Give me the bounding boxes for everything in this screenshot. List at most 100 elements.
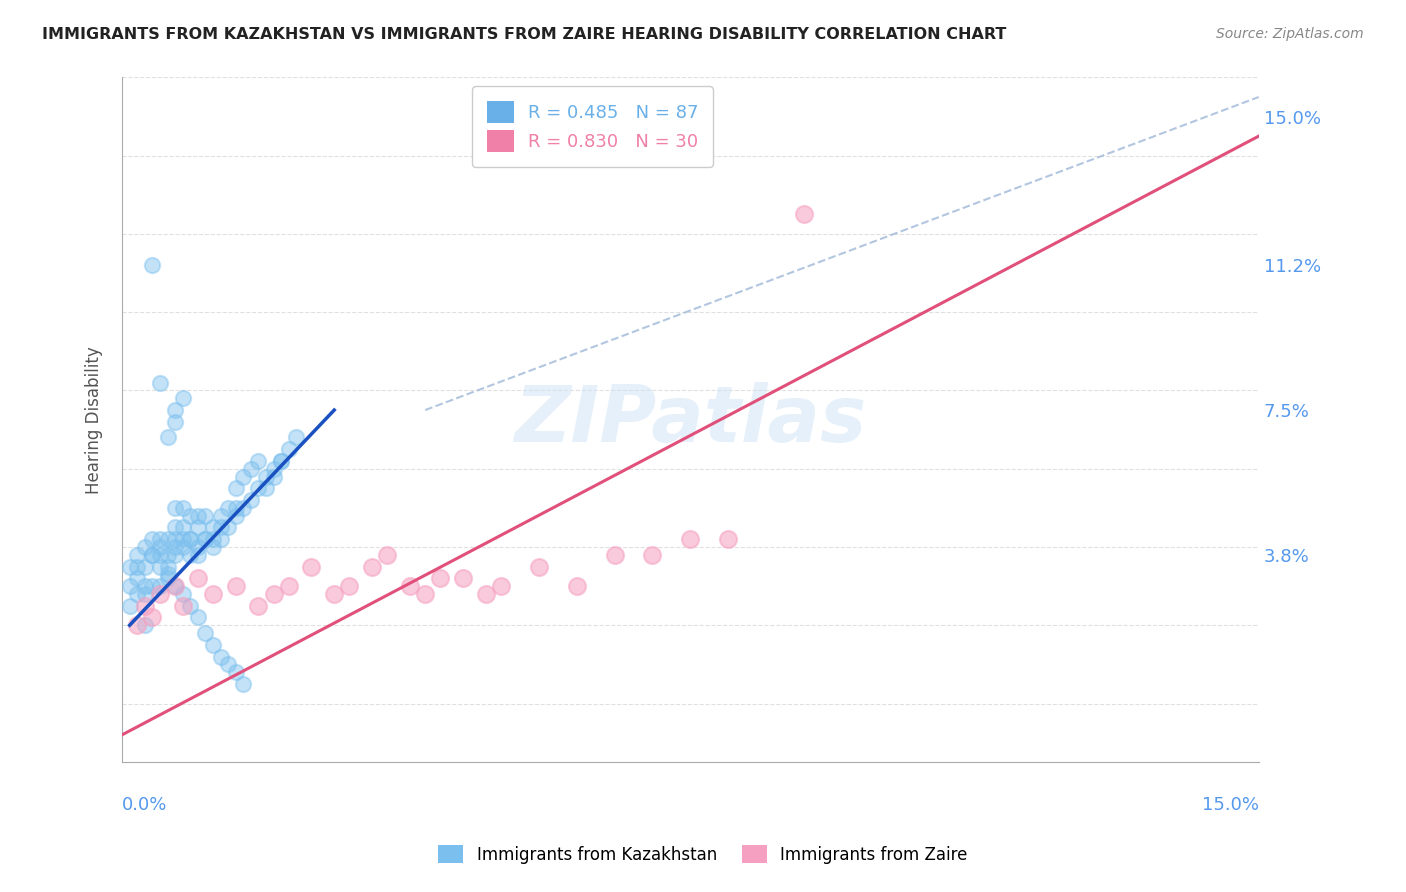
Point <box>172 599 194 613</box>
Point <box>247 454 270 468</box>
Point <box>187 508 209 523</box>
Point <box>165 548 187 562</box>
Point <box>225 579 247 593</box>
Point <box>209 649 232 664</box>
Point <box>201 587 224 601</box>
Point <box>565 579 588 593</box>
Point <box>475 587 498 601</box>
Point <box>127 548 149 562</box>
Point <box>194 532 217 546</box>
Point <box>179 599 201 613</box>
Point <box>141 548 163 562</box>
Point <box>118 599 141 613</box>
Point <box>134 540 156 554</box>
Point <box>141 548 163 562</box>
Point <box>127 618 149 632</box>
Y-axis label: Hearing Disability: Hearing Disability <box>86 346 103 493</box>
Point <box>165 540 187 554</box>
Point <box>149 559 172 574</box>
Point <box>134 587 156 601</box>
Point <box>603 548 626 562</box>
Point <box>225 481 247 495</box>
Point <box>141 258 163 272</box>
Point <box>156 559 179 574</box>
Point <box>194 532 217 546</box>
Point <box>263 587 285 601</box>
Text: IMMIGRANTS FROM KAZAKHSTAN VS IMMIGRANTS FROM ZAIRE HEARING DISABILITY CORRELATI: IMMIGRANTS FROM KAZAKHSTAN VS IMMIGRANTS… <box>42 27 1007 42</box>
Point <box>156 430 179 444</box>
Point <box>134 618 156 632</box>
Point <box>118 559 141 574</box>
Point <box>217 520 239 534</box>
Point <box>263 461 285 475</box>
Point <box>209 532 232 546</box>
Point <box>217 657 239 672</box>
Point <box>254 481 277 495</box>
Point <box>399 579 422 593</box>
Point <box>247 481 270 495</box>
Point <box>179 532 201 546</box>
Text: 15.0%: 15.0% <box>1202 797 1258 814</box>
Point <box>118 579 141 593</box>
Point <box>134 559 156 574</box>
Point <box>270 454 292 468</box>
Point <box>149 376 172 390</box>
Point <box>337 579 360 593</box>
Point <box>232 500 254 515</box>
Point <box>247 599 270 613</box>
Point <box>165 579 187 593</box>
Point <box>127 559 149 574</box>
Point <box>134 599 156 613</box>
Point <box>141 532 163 546</box>
Point <box>285 430 308 444</box>
Point <box>156 548 179 562</box>
Point <box>179 508 201 523</box>
Point <box>217 500 239 515</box>
Point <box>165 500 187 515</box>
Point <box>413 587 436 601</box>
Point <box>527 559 550 574</box>
Point <box>194 626 217 640</box>
Point <box>149 587 172 601</box>
Point <box>149 548 172 562</box>
Point <box>239 461 262 475</box>
Point <box>361 559 384 574</box>
Point <box>209 508 232 523</box>
Point <box>179 532 201 546</box>
Point <box>165 403 187 417</box>
Point <box>201 532 224 546</box>
Point <box>375 548 398 562</box>
Point <box>156 532 179 546</box>
Text: Source: ZipAtlas.com: Source: ZipAtlas.com <box>1216 27 1364 41</box>
Point <box>201 520 224 534</box>
Point <box>141 610 163 624</box>
Point <box>225 665 247 680</box>
Point <box>201 638 224 652</box>
Point <box>429 571 451 585</box>
Point <box>149 532 172 546</box>
Point <box>156 567 179 582</box>
Point <box>489 579 512 593</box>
Point <box>187 520 209 534</box>
Text: 0.0%: 0.0% <box>122 797 167 814</box>
Point <box>187 610 209 624</box>
Point <box>172 392 194 406</box>
Point <box>165 520 187 534</box>
Point <box>277 442 299 457</box>
Point <box>679 532 702 546</box>
Point <box>156 571 179 585</box>
Point <box>172 587 194 601</box>
Point <box>172 540 194 554</box>
Point <box>239 493 262 508</box>
Point <box>179 548 201 562</box>
Point <box>263 469 285 483</box>
Point <box>301 559 323 574</box>
Point <box>254 469 277 483</box>
Point <box>172 532 194 546</box>
Point <box>270 454 292 468</box>
Point <box>165 532 187 546</box>
Point <box>323 587 346 601</box>
Point <box>277 579 299 593</box>
Point <box>187 540 209 554</box>
Point <box>451 571 474 585</box>
